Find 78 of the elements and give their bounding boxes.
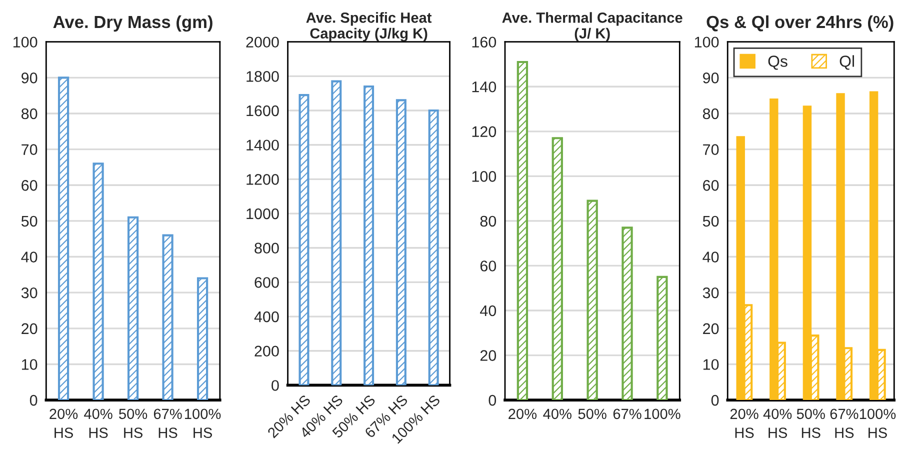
bar xyxy=(656,276,668,400)
y-tick-label: 50 xyxy=(702,216,719,227)
chart-title: Ave. Specific Heat Capacity (J/kg K) xyxy=(306,12,432,42)
y-tick-label: 0 xyxy=(711,394,719,406)
bar xyxy=(552,137,563,400)
y-tick-label: 140 xyxy=(472,81,496,92)
legend-label: Qs xyxy=(768,56,788,70)
y-tick-label: 40 xyxy=(702,252,719,262)
y-tick-label: 10 xyxy=(22,359,38,370)
x-tick-label: 40% HS xyxy=(763,408,792,438)
bar xyxy=(622,226,633,400)
chart-title: Qs & Ql over 24hrs (%) xyxy=(706,15,894,32)
y-tick-label: 100 xyxy=(472,171,496,182)
y-tick-label: 80 xyxy=(702,108,719,120)
chart-title: Ave. Dry Mass (gm) xyxy=(53,15,212,32)
x-tick-label: 100% HS xyxy=(185,408,221,438)
x-tick-label: 20% xyxy=(508,408,537,420)
bar xyxy=(298,94,310,386)
x-tick-label: 100% xyxy=(644,408,680,420)
x-tick-label: 20% HS xyxy=(50,408,78,438)
y-tick-label: 1400 xyxy=(246,140,279,151)
bar xyxy=(364,85,374,386)
y-tick-label: 60 xyxy=(22,180,38,191)
y-tick-label: 70 xyxy=(22,144,38,155)
y-tick-label: 20 xyxy=(22,323,38,334)
y-tick-label: 800 xyxy=(254,242,279,254)
y-tick-label: 60 xyxy=(480,260,496,272)
y-tick-label: 1600 xyxy=(246,105,279,116)
x-tick-label: 50% HS xyxy=(796,408,825,438)
bar xyxy=(92,162,104,400)
y-tick-label: 40 xyxy=(21,252,38,262)
y-tick-label: 80 xyxy=(21,108,38,120)
y-tick-label: 600 xyxy=(254,277,279,288)
bar xyxy=(58,76,70,400)
y-tick-label: 100 xyxy=(694,36,719,48)
y-tick-label: 100 xyxy=(14,36,38,48)
y-tick-label: 0 xyxy=(488,394,496,406)
y-tick-label: 90 xyxy=(703,72,719,84)
legend-label: Ql xyxy=(840,55,854,70)
x-tick-label: 50% xyxy=(578,408,606,420)
bar xyxy=(196,277,208,400)
y-tick-label: 80 xyxy=(480,216,496,227)
x-tick-label: 100% HS xyxy=(860,408,896,438)
bar xyxy=(127,216,139,400)
y-tick-label: 200 xyxy=(254,346,279,357)
y-tick-label: 1800 xyxy=(246,71,279,82)
x-tick-label: 20% HS xyxy=(730,408,758,438)
bar xyxy=(331,80,342,386)
x-tick-label: 67% HS xyxy=(154,408,182,438)
y-tick-label: 20 xyxy=(703,323,719,334)
chart-title: Ave. Thermal Capacitance (J/ K) xyxy=(502,12,682,42)
y-tick-label: 10 xyxy=(703,359,719,370)
x-tick-label: 50% HS xyxy=(119,408,148,438)
y-tick-label: 30 xyxy=(702,287,719,298)
y-tick-label: 30 xyxy=(21,287,38,298)
y-tick-label: 160 xyxy=(472,36,496,48)
y-tick-label: 1200 xyxy=(246,174,279,185)
bar xyxy=(162,234,174,400)
y-tick-label: 70 xyxy=(703,144,719,155)
x-tick-label: 67% xyxy=(613,408,642,420)
x-tick-label: 67% HS xyxy=(830,408,858,438)
y-tick-label: 50 xyxy=(21,216,38,227)
y-tick-label: 60 xyxy=(703,180,719,191)
y-tick-label: 20 xyxy=(480,350,496,361)
bar xyxy=(428,109,439,386)
y-tick-label: 400 xyxy=(254,311,279,322)
bar xyxy=(586,200,598,400)
y-tick-label: 0 xyxy=(30,394,38,406)
y-tick-label: 0 xyxy=(272,380,279,391)
y-tick-label: 40 xyxy=(480,305,496,316)
y-tick-label: 2000 xyxy=(246,36,279,48)
y-tick-label: 120 xyxy=(472,126,496,138)
y-tick-label: 1000 xyxy=(246,208,279,220)
bar xyxy=(396,99,406,386)
bar xyxy=(516,60,528,400)
x-tick-label: 40% HS xyxy=(84,408,112,438)
x-tick-label: 40% xyxy=(543,408,572,420)
y-tick-label: 90 xyxy=(22,72,38,84)
